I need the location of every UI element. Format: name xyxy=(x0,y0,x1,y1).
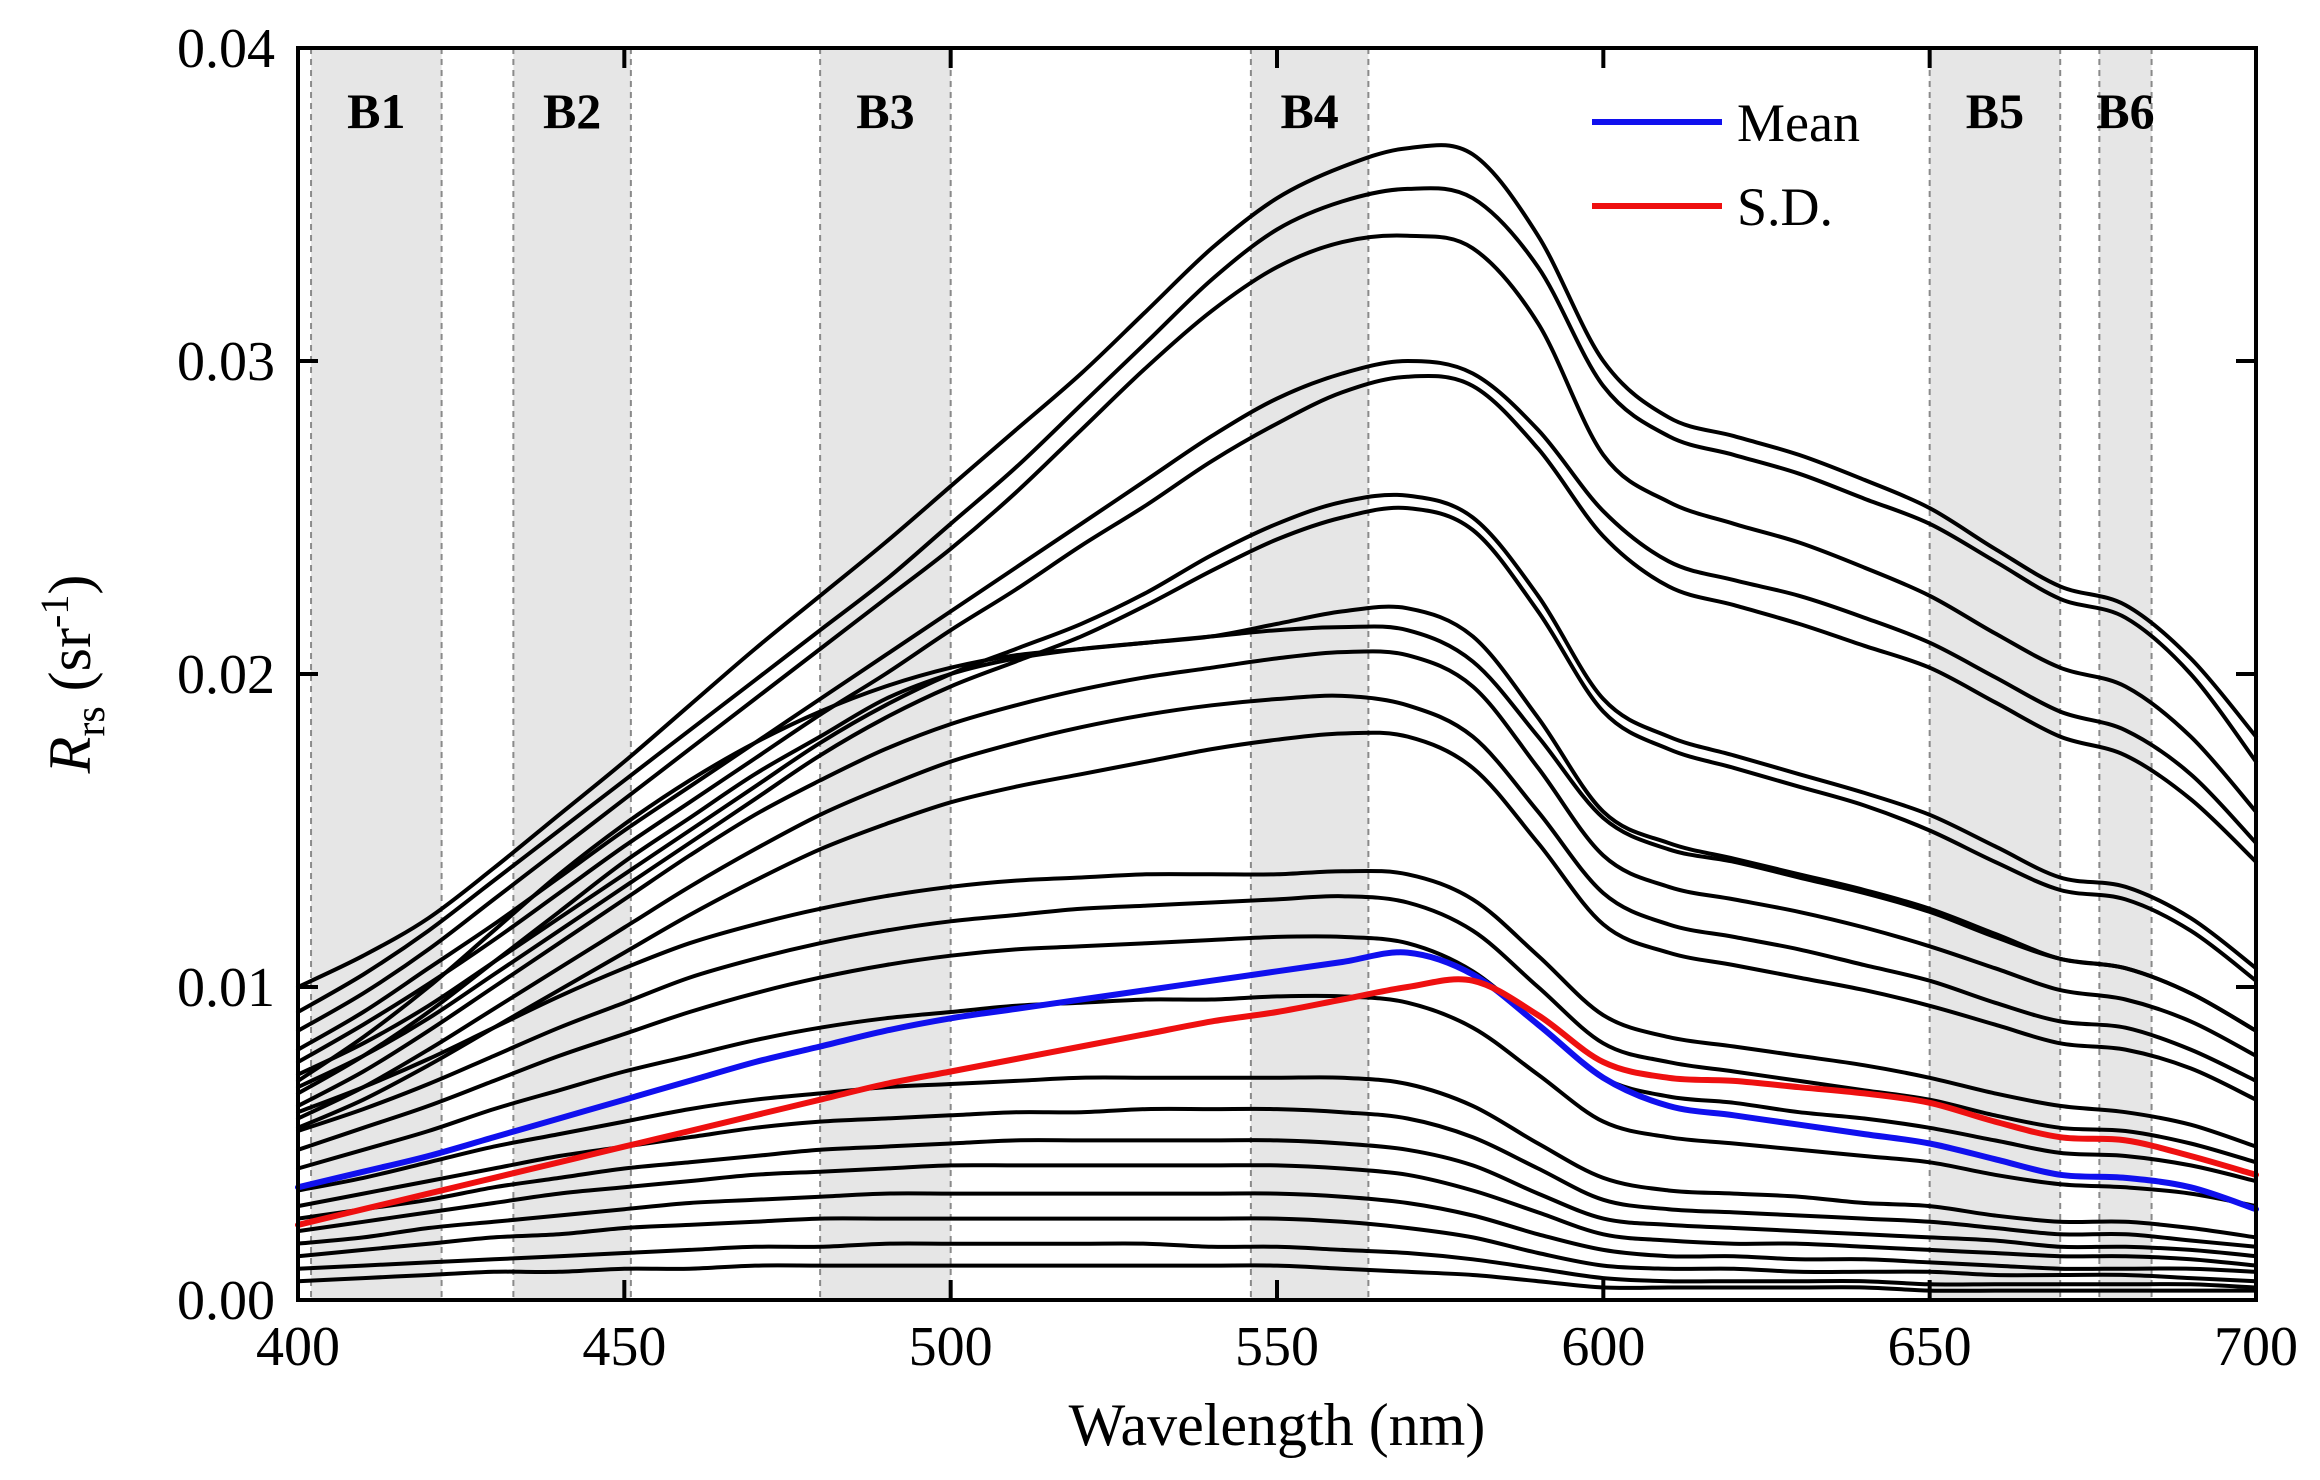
band-label-b5: B5 xyxy=(1966,83,2024,139)
series-line-spectrum-22 xyxy=(296,1216,2258,1284)
series-line-spectrum-08 xyxy=(296,624,2258,1083)
band-shading-layer xyxy=(311,48,2152,1300)
legend-label-mean: Mean xyxy=(1737,93,1860,153)
y-tick-label-0.02: 0.02 xyxy=(177,644,275,706)
series-line-spectrum-09 xyxy=(296,604,2258,1096)
series-line-spectrum-13 xyxy=(296,868,2258,1149)
band-labels-layer: B1 B2 B3 B4 B5 B6 xyxy=(347,83,2155,139)
band-region-b5 xyxy=(1929,48,2061,1300)
x-tick-label-700: 700 xyxy=(2214,1316,2298,1378)
band-region-b4 xyxy=(1250,48,1369,1300)
series-line-spectrum-15 xyxy=(296,934,2258,1184)
x-tick-label-500: 500 xyxy=(909,1316,993,1378)
y-tick-label-0.01: 0.01 xyxy=(177,957,275,1019)
series-line-spectrum-11 xyxy=(296,693,2258,1121)
series-line-spectrum-10 xyxy=(296,649,2258,1108)
x-tick-label-550: 550 xyxy=(1235,1316,1319,1378)
y-axis-title: Rrs (sr-1) xyxy=(32,575,114,775)
series-line-s-d xyxy=(295,976,2259,1228)
series-line-spectrum-07 xyxy=(296,505,2258,1090)
series-line-spectrum-03 xyxy=(296,233,2258,1033)
band-region-b2 xyxy=(513,48,631,1300)
band-label-b4: B4 xyxy=(1280,83,1338,139)
band-region-b6 xyxy=(2099,48,2152,1300)
series-line-spectrum-01 xyxy=(296,143,2258,989)
band-label-b2: B2 xyxy=(543,83,601,139)
legend-label-s-d: S.D. xyxy=(1737,177,1833,237)
series-line-spectrum-14 xyxy=(296,894,2258,1165)
y-axis-unit-open: (sr xyxy=(37,628,103,706)
y-tick-label-0.03: 0.03 xyxy=(177,331,275,393)
series-line-spectrum-16 xyxy=(296,993,2258,1209)
series-line-spectrum-19 xyxy=(296,1138,2258,1259)
band-label-b1: B1 xyxy=(347,83,405,139)
band-label-b6: B6 xyxy=(2096,83,2154,139)
axis-ticks-layer: 400 450 500 550 600 650 700 0.00 0.01 0.02 0.03 0.0… xyxy=(177,18,2298,1378)
series-line-spectrum-17 xyxy=(296,1075,2258,1240)
series-line-spectrum-04 xyxy=(296,359,2258,1052)
x-tick-label-450: 450 xyxy=(582,1316,666,1378)
y-tick-label-0.04: 0.04 xyxy=(177,18,275,80)
y-axis-symbol: R xyxy=(37,737,103,775)
y-axis-superscript: -1 xyxy=(32,595,77,628)
series-line-spectrum-20 xyxy=(296,1163,2258,1268)
legend: Mean S.D. xyxy=(1592,93,1860,237)
y-axis-unit-close: ) xyxy=(37,575,103,595)
band-label-b3: B3 xyxy=(856,83,914,139)
series-line-spectrum-12 xyxy=(296,730,2258,1130)
x-tick-label-650: 650 xyxy=(1888,1316,1972,1378)
series-line-spectrum-05 xyxy=(296,373,2258,1065)
y-tick-label-0.00: 0.00 xyxy=(177,1270,275,1332)
y-axis-subscript: rs xyxy=(68,706,114,736)
series-line-spectrum-06 xyxy=(296,492,2258,1077)
series-line-spectrum-02 xyxy=(296,186,2258,1014)
x-tick-label-400: 400 xyxy=(256,1316,340,1378)
series-line-spectrum-21 xyxy=(296,1191,2258,1274)
series-line-mean xyxy=(295,949,2259,1213)
x-tick-label-600: 600 xyxy=(1561,1316,1645,1378)
x-axis-title: Wavelength (nm) xyxy=(1069,1392,1486,1458)
